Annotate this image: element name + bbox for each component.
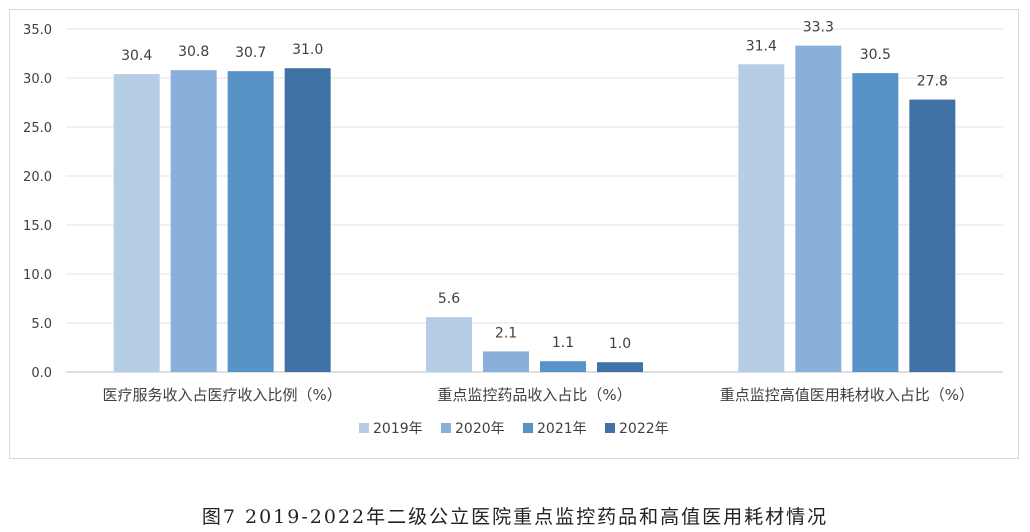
- bar: [909, 99, 956, 372]
- bar: [795, 45, 842, 372]
- bar: [483, 351, 529, 372]
- legend-label: 2019年: [373, 421, 423, 437]
- data-label: 2.1: [495, 325, 517, 341]
- category-label: 重点监控高值医用耗材收入占比（%）: [720, 386, 974, 404]
- data-label: 31.4: [746, 38, 777, 54]
- legend-swatch: [605, 423, 615, 433]
- legend-label: 2022年: [619, 421, 669, 437]
- y-tick-label: 30.0: [23, 72, 52, 87]
- data-label: 30.7: [235, 45, 266, 61]
- category-label: 重点监控药品收入占比（%）: [437, 386, 631, 404]
- y-tick-label: 35.0: [23, 23, 52, 38]
- data-label: 30.8: [178, 44, 209, 60]
- y-tick-label: 5.0: [31, 317, 52, 332]
- bar-chart: 0.0 5.0 10.0 15.0 20.0 25.0 30.0 35.0 30.4 30.8 30…: [23, 20, 1003, 437]
- y-tick-label: 10.0: [23, 268, 52, 283]
- data-label: 30.4: [121, 48, 152, 64]
- bar: [426, 317, 472, 372]
- legend-label: 2021年: [537, 421, 587, 437]
- bar: [170, 70, 217, 372]
- legend-label: 2020年: [455, 421, 505, 437]
- bar: [738, 64, 785, 372]
- y-tick-label: 15.0: [23, 219, 52, 234]
- y-tick-label: 25.0: [23, 121, 52, 136]
- legend-swatch: [523, 423, 533, 433]
- legend-swatch: [441, 423, 451, 433]
- data-label: 1.1: [552, 335, 574, 351]
- data-label: 1.0: [609, 336, 631, 352]
- data-label: 33.3: [803, 20, 834, 36]
- bar: [227, 71, 274, 372]
- y-tick-label: 0.0: [31, 366, 52, 381]
- data-label: 31.0: [292, 42, 323, 58]
- bar: [597, 362, 643, 372]
- bar: [284, 68, 331, 372]
- legend-swatch: [359, 423, 369, 433]
- data-label: 30.5: [860, 47, 891, 63]
- figure-caption: 图7 2019-2022年二级公立医院重点监控药品和高值医用耗材情况: [201, 506, 829, 528]
- data-label: 5.6: [438, 291, 460, 307]
- bar: [540, 361, 586, 372]
- data-label: 27.8: [917, 74, 948, 90]
- bar: [852, 73, 899, 372]
- category-label: 医疗服务收入占医疗收入比例（%）: [103, 386, 342, 404]
- y-tick-label: 20.0: [23, 170, 52, 185]
- bar: [113, 74, 160, 372]
